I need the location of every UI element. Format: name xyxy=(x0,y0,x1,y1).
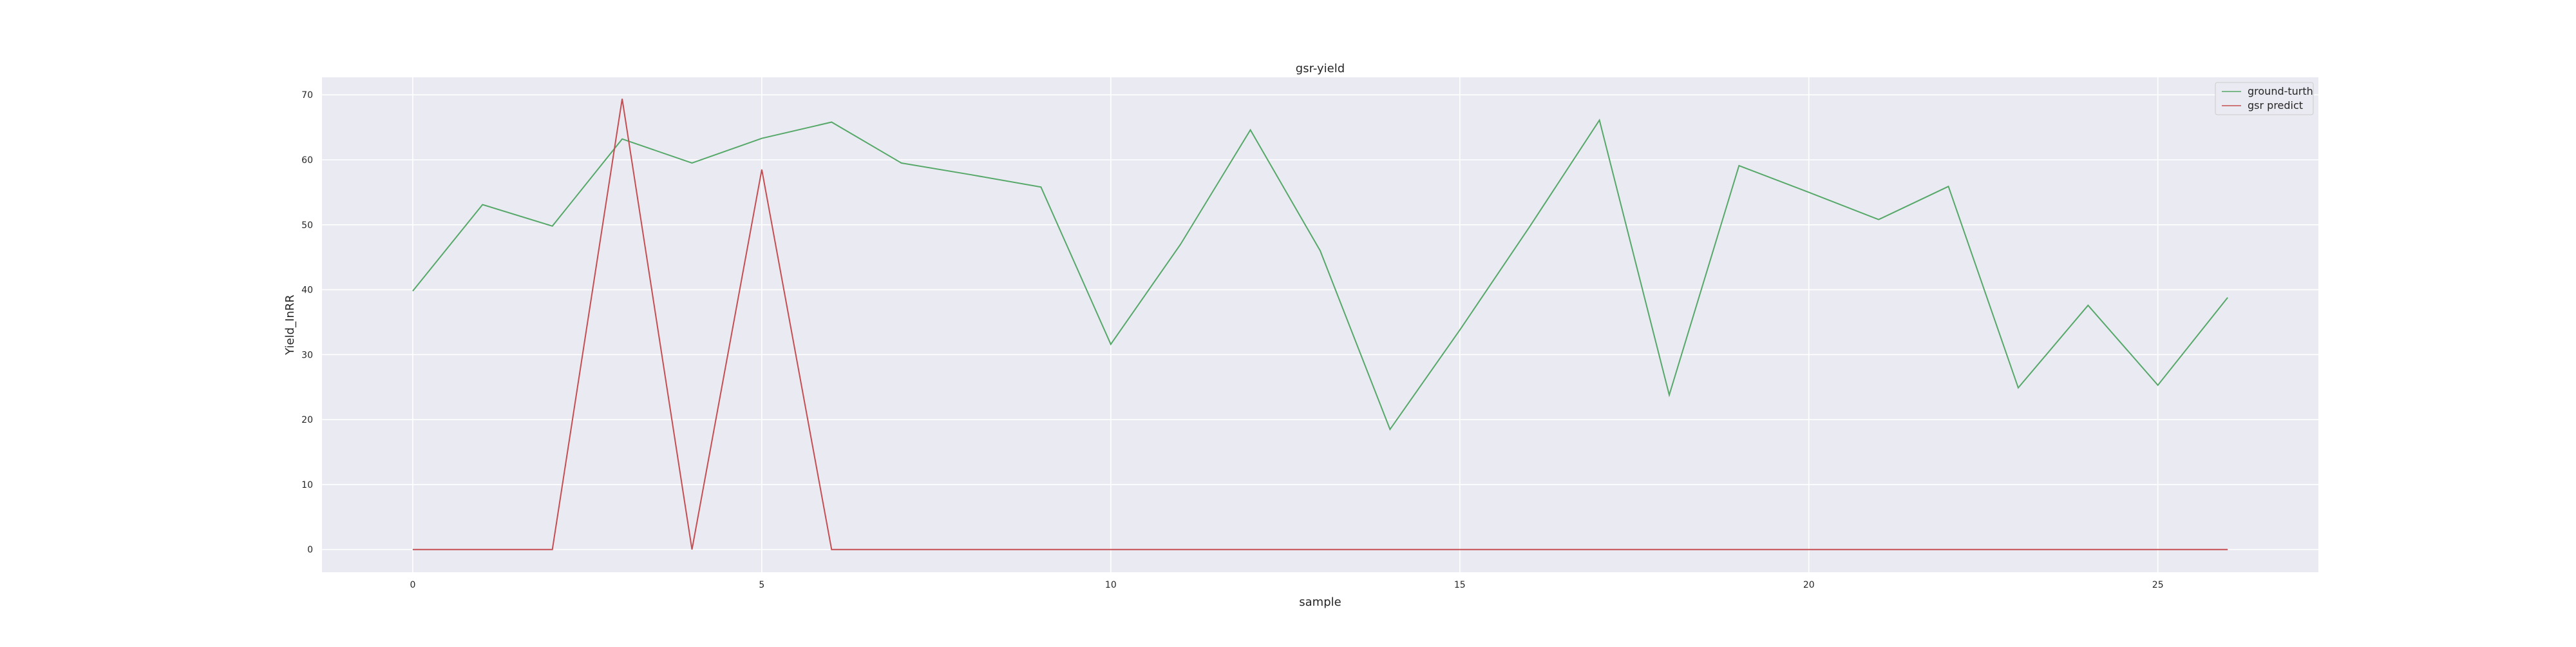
legend-label-gsr-predict: gsr predict xyxy=(2248,99,2303,111)
legend: ground-turth gsr predict xyxy=(2215,82,2314,115)
series-line-ground-truth xyxy=(412,119,2228,431)
y-tick-label-10: 10 xyxy=(301,480,313,490)
legend-box xyxy=(2215,82,2314,115)
legend-label-ground-truth: ground-turth xyxy=(2248,85,2313,97)
chart-title: gsr-yield xyxy=(1296,62,1345,75)
y-tick-label-40: 40 xyxy=(301,285,313,296)
y-tick-label-50: 50 xyxy=(301,220,313,231)
plot-background xyxy=(322,77,2318,572)
series-line-gsr-predict xyxy=(412,99,2228,550)
y-axis-label: Yield_InRR xyxy=(283,295,297,356)
series-lines xyxy=(412,99,2228,550)
y-tick-label-0: 0 xyxy=(307,545,313,555)
x-tick-label-15: 15 xyxy=(1454,580,1466,590)
x-axis-label: sample xyxy=(1299,595,1341,609)
x-tick-label-20: 20 xyxy=(1803,580,1815,590)
tick-labels: 0 5 10 15 20 25 0 10 20 30 40 50 60 70 xyxy=(301,90,2163,590)
y-tick-label-70: 70 xyxy=(301,90,313,101)
x-tick-label-10: 10 xyxy=(1105,580,1117,590)
y-tick-label-30: 30 xyxy=(301,350,313,360)
y-tick-label-20: 20 xyxy=(301,415,313,425)
y-tick-label-60: 60 xyxy=(301,155,313,166)
x-tick-label-0: 0 xyxy=(410,580,415,590)
x-tick-label-5: 5 xyxy=(759,580,764,590)
x-tick-label-25: 25 xyxy=(2152,580,2164,590)
